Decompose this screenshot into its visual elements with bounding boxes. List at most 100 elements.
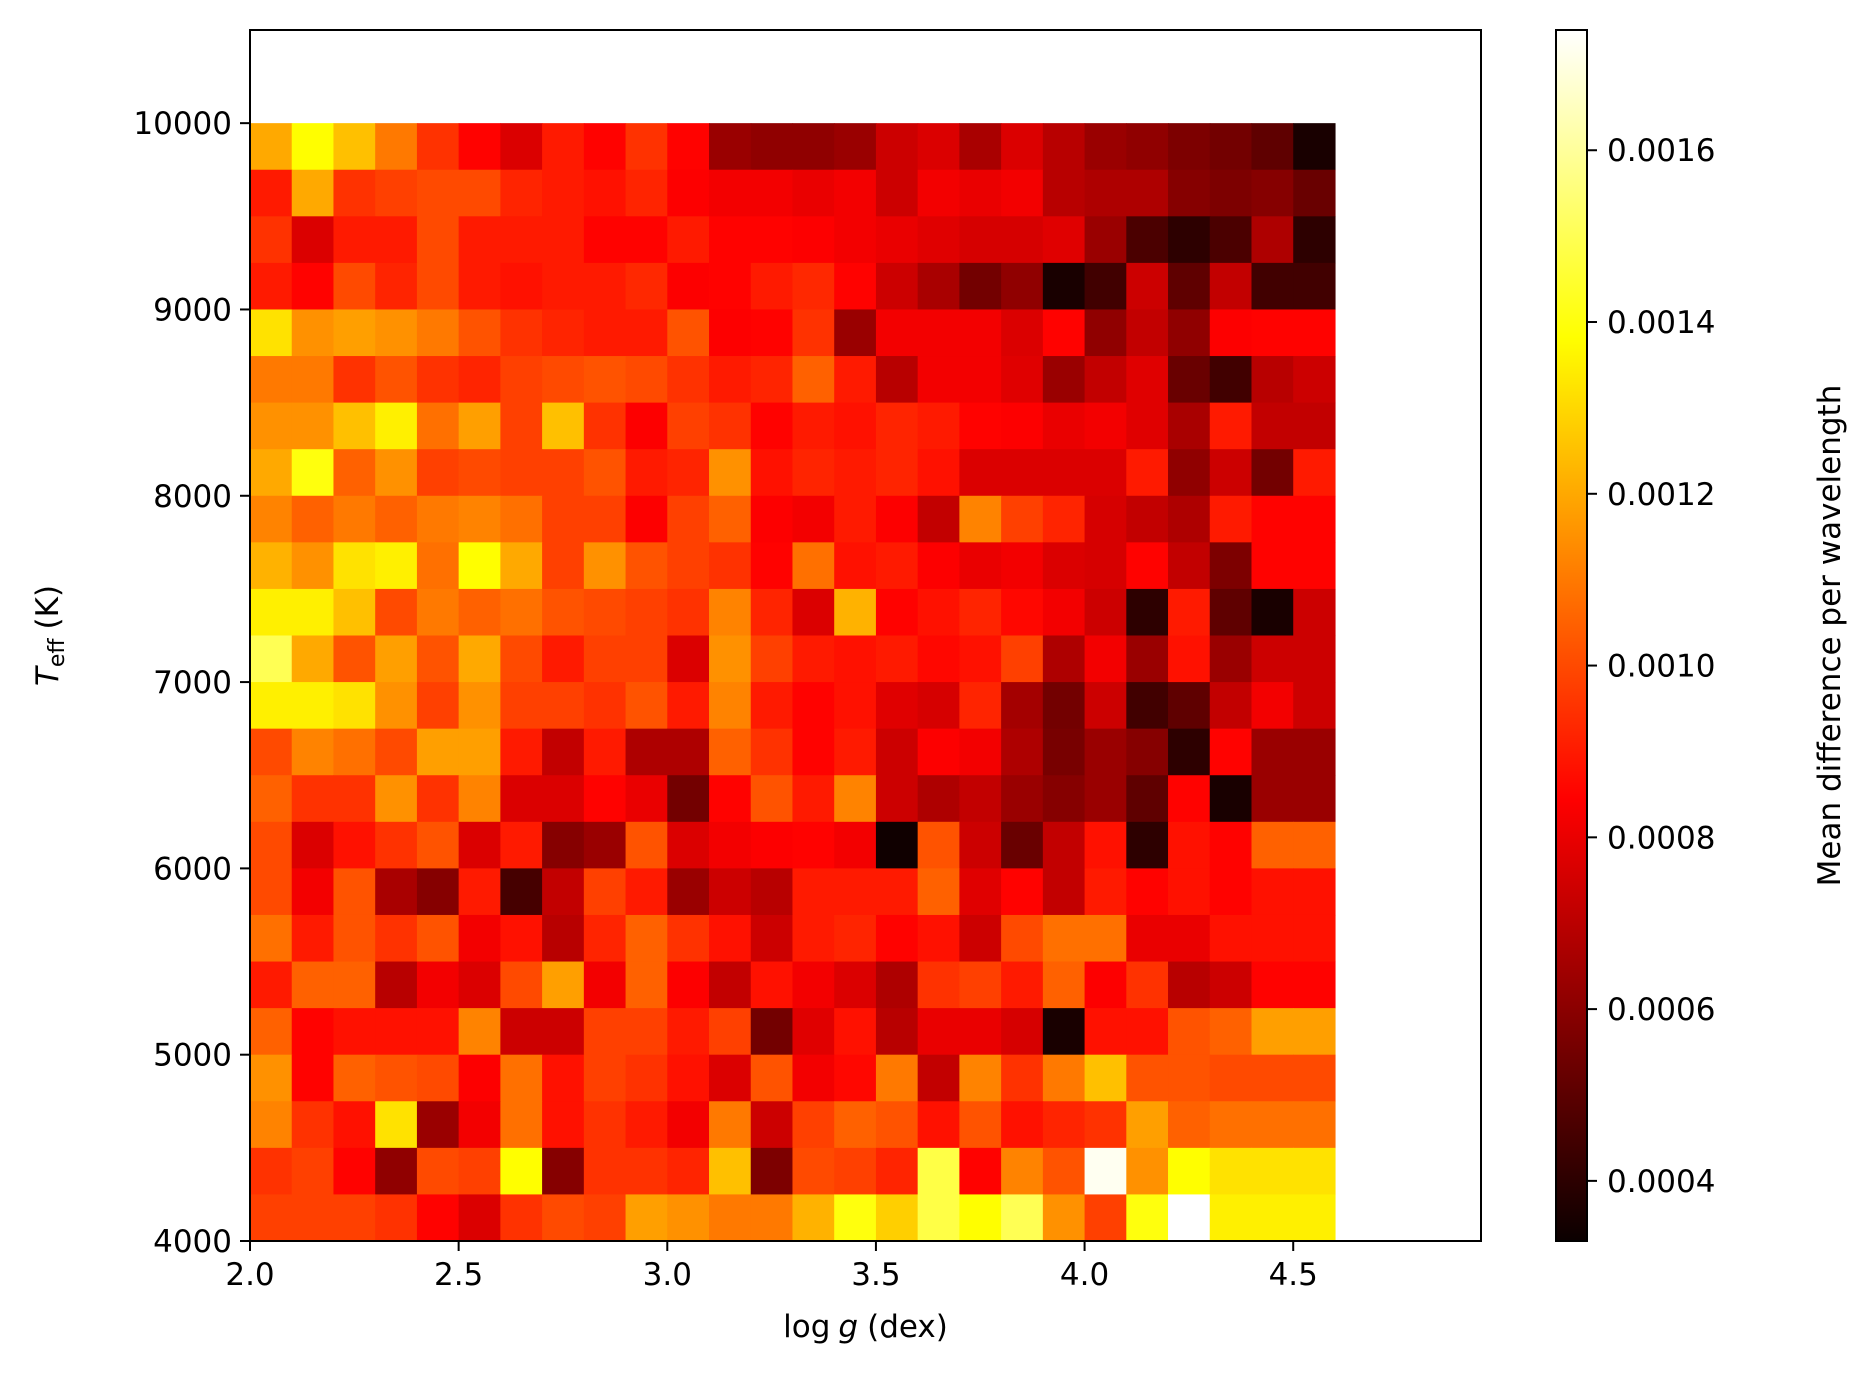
heatmap-cell	[750, 449, 794, 497]
heatmap-cell	[917, 495, 960, 543]
heatmap-cell	[1001, 356, 1044, 404]
heatmap-cell	[1042, 262, 1086, 311]
heatmap-cell	[1293, 728, 1336, 776]
heatmap-cell	[917, 216, 960, 264]
heatmap-cell	[1001, 309, 1044, 357]
heatmap-cell	[709, 682, 752, 730]
heatmap-cell	[1209, 728, 1253, 776]
heatmap-cell	[416, 821, 460, 869]
heatmap-cell	[1293, 588, 1336, 637]
heatmap-cell	[875, 309, 919, 357]
heatmap-cell	[709, 588, 752, 637]
heatmap-cell	[875, 449, 919, 497]
heatmap-cell	[458, 961, 501, 1009]
heatmap-cell	[959, 169, 1002, 217]
heatmap-cell	[583, 682, 627, 730]
heatmap-cell	[917, 728, 960, 776]
heatmap-cell	[542, 216, 585, 264]
heatmap-cell	[1251, 356, 1294, 404]
heatmap-cell	[291, 216, 335, 264]
heatmap-cell	[834, 402, 877, 450]
heatmap-cell	[1042, 1194, 1086, 1242]
heatmap-cell	[375, 309, 418, 357]
heatmap-cell	[959, 1008, 1002, 1056]
heatmap-cell	[500, 542, 543, 590]
heatmap-cell	[375, 356, 418, 404]
heatmap-cell	[291, 169, 335, 217]
heatmap-cell	[959, 1054, 1002, 1102]
heatmap-cell	[875, 542, 919, 590]
heatmap-cell	[333, 775, 376, 823]
heatmap-cell	[458, 588, 501, 637]
heatmap-cell	[291, 868, 335, 916]
heatmap-cell	[625, 1147, 668, 1196]
x-tick-label: 3.5	[851, 1257, 900, 1293]
heatmap-cell	[1293, 1101, 1336, 1149]
heatmap-cell	[709, 1054, 752, 1102]
heatmap-cell	[500, 775, 543, 823]
heatmap-cell	[333, 682, 376, 730]
heatmap-cell	[542, 1147, 585, 1196]
heatmap-cell	[1293, 1147, 1336, 1196]
heatmap-cell	[416, 1194, 460, 1242]
heatmap-cell	[750, 402, 794, 450]
heatmap-cell	[667, 356, 710, 404]
heatmap-cell	[667, 123, 710, 171]
heatmap-cell	[792, 542, 835, 590]
heatmap-cell	[667, 1054, 710, 1102]
heatmap-cell	[1126, 495, 1169, 543]
heatmap-cell	[709, 1147, 752, 1196]
heatmap-cell	[834, 1008, 877, 1056]
heatmap-cell	[1126, 1101, 1169, 1149]
heatmap-cell	[1293, 216, 1336, 264]
heatmap-cell	[458, 169, 501, 217]
heatmap-cell	[1209, 1054, 1253, 1102]
heatmap-cell	[333, 216, 376, 264]
heatmap-cell	[375, 635, 418, 683]
heatmap-cell	[1293, 682, 1336, 730]
heatmap-cell	[709, 402, 752, 450]
heatmap-cell	[834, 216, 877, 264]
heatmap-cell	[250, 356, 293, 404]
heatmap-cell	[709, 1194, 752, 1242]
heatmap-cell	[333, 1101, 376, 1149]
x-tick-label: 2.0	[225, 1257, 274, 1293]
heatmap-cell	[583, 1147, 627, 1196]
heatmap-cell	[458, 542, 501, 590]
heatmap-cell	[1168, 356, 1211, 404]
heatmap-cell	[333, 728, 376, 776]
heatmap-cell	[875, 356, 919, 404]
heatmap-cell	[750, 262, 794, 311]
heatmap-cell	[458, 914, 501, 963]
heatmap-cell	[333, 961, 376, 1009]
heatmap-cell	[750, 309, 794, 357]
heatmap-cell	[250, 216, 293, 264]
heatmap-cell	[1293, 961, 1336, 1009]
heatmap-cell	[959, 356, 1002, 404]
heatmap-cell	[542, 635, 585, 683]
heatmap-cell	[375, 1147, 418, 1196]
heatmap-cell	[458, 262, 501, 311]
heatmap-cell	[709, 868, 752, 916]
heatmap-cell	[250, 728, 293, 776]
heatmap-cell	[959, 682, 1002, 730]
heatmap-cell	[917, 169, 960, 217]
heatmap-cell	[792, 635, 835, 683]
heatmap-cell	[875, 1008, 919, 1056]
heatmap-cell	[291, 1101, 335, 1149]
heatmap-cell	[333, 635, 376, 683]
heatmap-cell	[834, 169, 877, 217]
heatmap-cell	[1168, 495, 1211, 543]
heatmap-cell	[1042, 169, 1086, 217]
heatmap-cell	[917, 588, 960, 637]
heatmap-cell	[750, 728, 794, 776]
heatmap-cell	[416, 914, 460, 963]
heatmap-cell	[1168, 449, 1211, 497]
heatmap-cell	[1168, 728, 1211, 776]
heatmap-cell	[542, 356, 585, 404]
heatmap-cell	[333, 1054, 376, 1102]
heatmap-cell	[375, 495, 418, 543]
heatmap-cell	[583, 169, 627, 217]
heatmap-cell	[1293, 635, 1336, 683]
heatmap-cell	[1209, 821, 1253, 869]
